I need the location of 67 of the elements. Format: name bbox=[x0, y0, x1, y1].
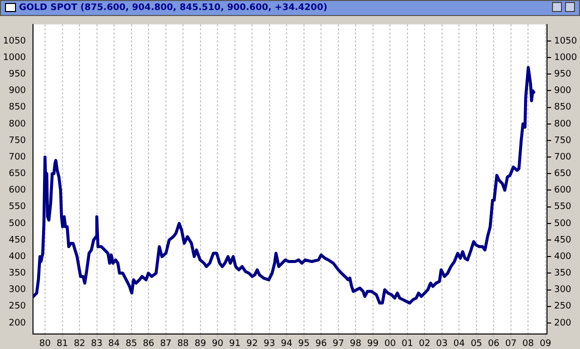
x-tick-label: 05 bbox=[470, 338, 482, 349]
y-tick-label: 650 bbox=[8, 169, 26, 180]
y-tick-label: 450 bbox=[8, 235, 26, 246]
x-tick-label: 96 bbox=[315, 338, 328, 349]
y2-tick-label: 400 bbox=[554, 252, 572, 262]
y2-tick-label: 1000 bbox=[554, 52, 578, 63]
x-tick-label: 88 bbox=[177, 338, 190, 349]
y2-tick-label: 750 bbox=[554, 136, 572, 146]
x-tick-label: 97 bbox=[332, 338, 344, 349]
x-tick-label: 02 bbox=[418, 338, 430, 349]
x-tick-label: 98 bbox=[350, 338, 362, 349]
y2-tick-label: 200 bbox=[554, 318, 572, 328]
y-tick-label: 1050 bbox=[3, 36, 26, 46]
y-tick-label: 700 bbox=[8, 152, 26, 162]
x-tick-label: 89 bbox=[194, 338, 206, 349]
x-tick-label: 06 bbox=[488, 338, 500, 349]
x-tick-label: 00 bbox=[384, 338, 396, 349]
y-tick-label: 300 bbox=[8, 285, 26, 296]
x-tick-label: 09 bbox=[540, 338, 552, 349]
x-tick-label: 90 bbox=[212, 338, 224, 349]
y2-tick-label: 950 bbox=[554, 69, 572, 80]
x-tick-label: 04 bbox=[453, 338, 466, 349]
y2-tick-label: 350 bbox=[554, 268, 572, 279]
y2-tick-label: 600 bbox=[554, 186, 572, 196]
y-tick-label: 250 bbox=[8, 302, 26, 312]
y-tick-label: 500 bbox=[8, 218, 26, 229]
y-tick-label: 200 bbox=[8, 318, 26, 328]
y2-tick-label: 850 bbox=[554, 102, 572, 113]
y-tick-label: 950 bbox=[8, 69, 26, 80]
y-tick-label: 550 bbox=[8, 202, 26, 212]
x-tick-label: 85 bbox=[126, 338, 138, 349]
y2-tick-label: 300 bbox=[554, 285, 572, 296]
y-tick-label: 850 bbox=[8, 102, 26, 113]
y-tick-label: 400 bbox=[8, 252, 26, 262]
x-tick-label: 99 bbox=[367, 338, 379, 349]
x-tick-label: 80 bbox=[39, 338, 51, 349]
x-tick-label: 07 bbox=[505, 338, 517, 349]
y-tick-label: 1000 bbox=[3, 52, 26, 63]
x-tick-label: 87 bbox=[160, 338, 172, 349]
y2-tick-label: 250 bbox=[554, 302, 572, 312]
y2-tick-label: 650 bbox=[554, 169, 572, 180]
x-tick-label: 82 bbox=[74, 338, 86, 349]
x-tick-label: 84 bbox=[108, 338, 120, 349]
x-tick-label: 86 bbox=[142, 338, 155, 349]
x-tick-label: 01 bbox=[402, 338, 414, 349]
x-tick-label: 83 bbox=[91, 338, 103, 349]
y2-tick-label: 550 bbox=[554, 202, 572, 212]
y2-tick-label: 1050 bbox=[554, 36, 578, 46]
y2-tick-label: 500 bbox=[554, 218, 572, 229]
y2-tick-label: 700 bbox=[554, 152, 572, 162]
chart-title: GOLD SPOT (875.600, 904.800, 845.510, 900.600, +34.4200) bbox=[19, 3, 328, 13]
y2-tick-label: 900 bbox=[554, 86, 572, 96]
x-tick-label: 03 bbox=[436, 338, 448, 349]
x-tick-label: 08 bbox=[522, 338, 534, 349]
x-tick-label: 93 bbox=[264, 338, 276, 349]
x-tick-label: 92 bbox=[246, 338, 258, 349]
y2-tick-label: 450 bbox=[554, 235, 572, 246]
y-tick-label: 350 bbox=[8, 268, 26, 279]
y-tick-label: 750 bbox=[8, 136, 26, 146]
x-tick-label: 94 bbox=[280, 338, 293, 349]
x-tick-label: 91 bbox=[229, 338, 241, 349]
y-tick-label: 800 bbox=[8, 119, 26, 130]
y-tick-label: 900 bbox=[8, 86, 26, 96]
x-tick-label: 81 bbox=[56, 338, 68, 349]
x-tick-label: 95 bbox=[298, 338, 310, 349]
y-tick-label: 600 bbox=[8, 186, 26, 196]
y2-tick-label: 800 bbox=[554, 119, 572, 130]
